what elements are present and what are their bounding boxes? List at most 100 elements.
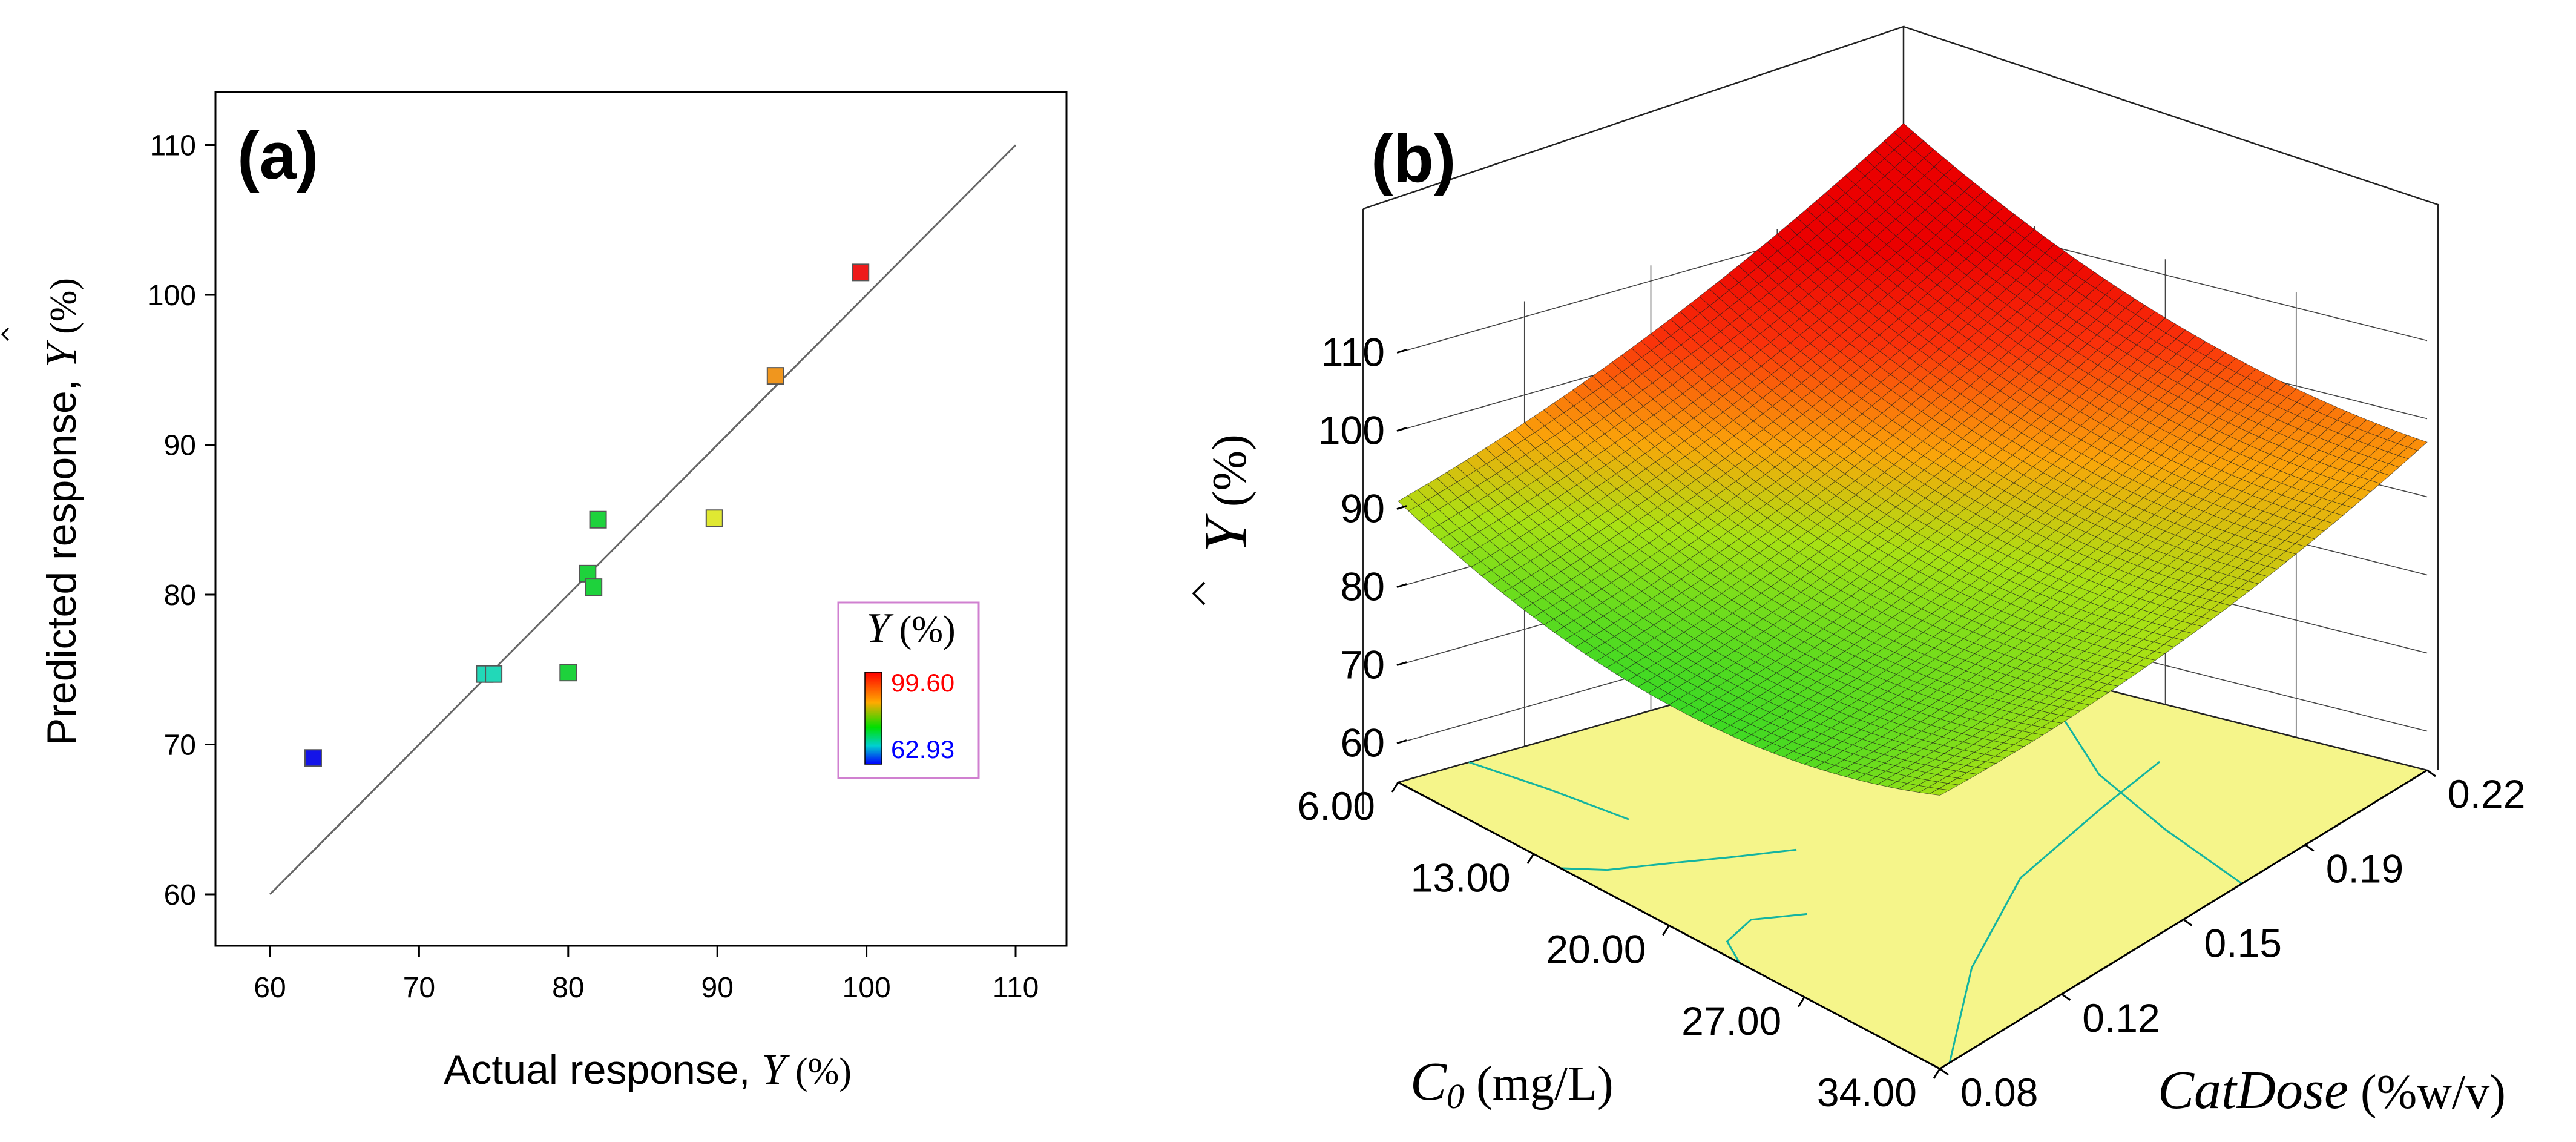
catdose-axis-label-name: CatDose (2158, 1060, 2348, 1120)
data-point (589, 510, 607, 529)
z-tick-label: 90 (1341, 486, 1385, 531)
z-axis-label: Y (%) (1192, 434, 1259, 553)
z-tick-mark (1396, 661, 1407, 666)
c0-tick-label: 20.00 (1546, 927, 1646, 972)
y-axis-ticks: 60 70 80 90 100 110 (148, 130, 215, 911)
z-axis-label-symbol: Y (1192, 513, 1259, 553)
z-tick-mark (1396, 739, 1407, 744)
catdose-axis-label-unit: (%w/v) (2348, 1066, 2506, 1119)
back-wall-right-edge (1903, 25, 2439, 770)
data-point (304, 749, 322, 767)
x-axis-ticks: 60 70 80 90 100 110 (254, 946, 1039, 1004)
data-point (559, 664, 577, 682)
surface-cell (1928, 788, 1950, 796)
data-point (485, 665, 503, 683)
contour-line (1468, 761, 1629, 820)
c0-tick-mark (1391, 782, 1399, 793)
z-tick-label: 100 (1318, 408, 1385, 453)
c0-axis-label-unit: (mg/L) (1464, 1057, 1614, 1111)
legend-min-label: 62.93 (891, 735, 954, 764)
legend-title-symbol: Y (866, 605, 894, 652)
z-tick-mark (1396, 505, 1407, 510)
y-tick-label: 110 (150, 130, 196, 162)
x-tick-label: 110 (993, 972, 1039, 1004)
data-point (585, 578, 603, 596)
data-point (705, 509, 723, 527)
contour-line (1948, 761, 2161, 1063)
c0-tick-mark (1662, 925, 1670, 936)
catdose-tick-label: 0.08 (1960, 1070, 2038, 1115)
x-axis-label: Actual response, Y (%) (444, 1045, 852, 1094)
x-tick-label: 80 (552, 972, 584, 1004)
z-tick-mark (1396, 583, 1407, 588)
catdose-tick-mark (2426, 769, 2436, 777)
legend-box (837, 601, 980, 779)
plot-area-frame (214, 91, 1068, 947)
data-points (304, 263, 870, 767)
catdose-tick-mark (2183, 919, 2193, 926)
c0-tick-label: 13.00 (1411, 855, 1511, 900)
catdose-tick-mark (1939, 1068, 1949, 1076)
z-axis-ticks: 60 70 80 90 100 110 (1318, 330, 1407, 765)
catdose-axis-ticks: 0.08 0.12 0.15 0.19 0.22 (1939, 769, 2525, 1115)
y-tick-label: 70 (164, 730, 196, 762)
catdose-tick-label: 0.19 (2326, 846, 2404, 891)
z-tick-label: 60 (1341, 721, 1385, 765)
catdose-axis-label: CatDose (%w/v) (2158, 1060, 2506, 1120)
y-axis-label-symbol: Y (37, 339, 85, 368)
contour-line (1560, 848, 1797, 871)
x-tick-label: 60 (254, 972, 286, 1004)
c0-tick-mark (1933, 1068, 1941, 1079)
c0-tick-mark (1797, 996, 1806, 1008)
z-axis-label-group: Y (%) (1192, 434, 1259, 606)
y-tick-label: 80 (164, 579, 196, 612)
legend-title-unit: (%) (890, 609, 955, 650)
legend-title: Y (%) (866, 605, 955, 652)
panel-label-b: (b) (1371, 122, 1456, 196)
y-hat-accent (1, 327, 10, 342)
catdose-tick-label: 0.12 (2082, 995, 2160, 1040)
catdose-tick-label: 0.22 (2448, 771, 2525, 816)
x-tick-label: 90 (702, 972, 734, 1004)
z-tick-mark (1396, 427, 1407, 432)
x-tick-label: 70 (403, 972, 435, 1004)
x-axis-label-unit: (%) (786, 1051, 852, 1092)
z-tick-mark (1396, 349, 1407, 354)
z-tick-label: 110 (1321, 330, 1385, 375)
y-axis-label-text: Predicted response, (39, 368, 85, 745)
response-surface (1398, 123, 2428, 796)
y-axis-label-unit: (%) (43, 278, 84, 343)
y-axis-label: Predicted response, Y (%) (37, 278, 85, 745)
x-axis-label-text: Actual response, (444, 1047, 761, 1093)
x-tick-label: 100 (843, 972, 891, 1004)
identity-reference-line (269, 144, 1017, 896)
catdose-tick-label: 0.15 (2204, 921, 2282, 966)
panel-a-scatter: 60 70 80 90 100 110 60 70 80 90 100 110 (a) Actual… (1, 91, 1068, 1094)
catdose-tick-mark (2304, 844, 2315, 852)
z-hat-accent (1192, 581, 1206, 606)
c0-tick-label: 34.00 (1817, 1070, 1917, 1115)
z-axis-label-unit: (%) (1203, 434, 1257, 519)
y-tick-label: 100 (148, 280, 196, 312)
c0-tick-label: 6.00 (1298, 784, 1375, 828)
contour-line (1726, 913, 1808, 963)
data-point (852, 263, 870, 282)
panel-label-a: (a) (237, 119, 318, 193)
x-axis-label-symbol: Y (761, 1045, 790, 1094)
c0-tick-mark (1526, 853, 1535, 865)
legend-colorbar (864, 672, 882, 765)
catdose-tick-mark (2061, 993, 2071, 1001)
color-legend: Y (%) 99.60 62.93 (837, 601, 980, 779)
c0-axis-label-name: C (1410, 1052, 1447, 1112)
y-tick-label: 90 (164, 430, 196, 462)
c0-axis-label-subscript: 0 (1447, 1077, 1464, 1116)
data-point (766, 367, 784, 385)
y-tick-label: 60 (164, 879, 196, 911)
c0-axis-ticks: 6.00 13.00 20.00 27.00 34.00 (1298, 782, 1941, 1115)
z-tick-label: 80 (1341, 564, 1385, 609)
legend-max-label: 99.60 (891, 668, 954, 697)
y-axis-label-group: Predicted response, Y (%) (1, 278, 85, 745)
z-tick-label: 70 (1341, 642, 1385, 687)
c0-axis-label: C0 (mg/L) (1410, 1052, 1614, 1116)
